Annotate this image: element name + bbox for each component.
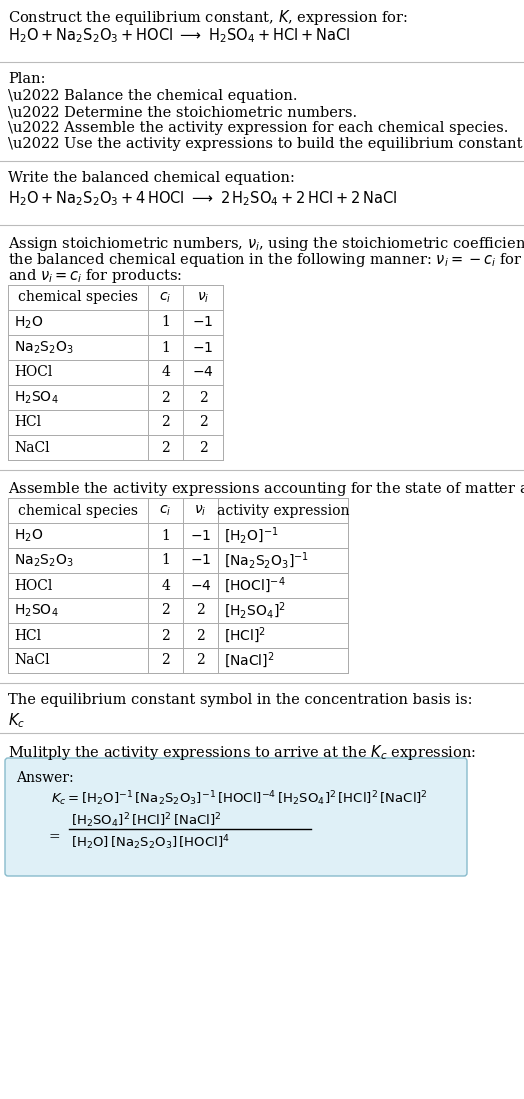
Text: 4: 4 — [161, 366, 170, 379]
Text: HCl: HCl — [14, 629, 41, 643]
Text: 4: 4 — [161, 578, 170, 592]
Text: $\mathrm{H_2O + Na_2S_2O_3 + HOCl}$ $\longrightarrow$ $\mathrm{H_2SO_4 + HCl + N: $\mathrm{H_2O + Na_2S_2O_3 + HOCl}$ $\lo… — [8, 26, 351, 45]
Text: $c_i$: $c_i$ — [159, 503, 172, 518]
Text: $[\mathrm{H_2O}]^{-1}$: $[\mathrm{H_2O}]^{-1}$ — [224, 525, 278, 546]
Text: $\nu_i$: $\nu_i$ — [197, 290, 209, 304]
Text: 2: 2 — [161, 629, 170, 643]
Text: $-1$: $-1$ — [190, 554, 211, 567]
Text: NaCl: NaCl — [14, 441, 50, 455]
Text: \u2022 Balance the chemical equation.: \u2022 Balance the chemical equation. — [8, 89, 298, 103]
Text: 2: 2 — [199, 415, 208, 430]
Text: $[\mathrm{H_2O}]\,[\mathrm{Na_2S_2O_3}]\,[\mathrm{HOCl}]^4$: $[\mathrm{H_2O}]\,[\mathrm{Na_2S_2O_3}]\… — [71, 833, 230, 852]
Text: $K_c = [\mathrm{H_2O}]^{-1}\,[\mathrm{Na_2S_2O_3}]^{-1}\,[\mathrm{HOCl}]^{-4}\,[: $K_c = [\mathrm{H_2O}]^{-1}\,[\mathrm{Na… — [51, 789, 428, 808]
Text: 2: 2 — [161, 603, 170, 618]
Text: $\mathrm{H_2SO_4}$: $\mathrm{H_2SO_4}$ — [14, 602, 59, 619]
Text: $-4$: $-4$ — [190, 578, 211, 592]
Text: 2: 2 — [199, 441, 208, 455]
Text: $[\mathrm{Na_2S_2O_3}]^{-1}$: $[\mathrm{Na_2S_2O_3}]^{-1}$ — [224, 551, 309, 570]
Text: $\nu_i$: $\nu_i$ — [194, 503, 206, 518]
Text: $-1$: $-1$ — [192, 341, 214, 355]
Text: \u2022 Use the activity expressions to build the equilibrium constant expression: \u2022 Use the activity expressions to b… — [8, 137, 524, 151]
Text: HCl: HCl — [14, 415, 41, 430]
Text: $\mathrm{Na_2S_2O_3}$: $\mathrm{Na_2S_2O_3}$ — [14, 340, 73, 356]
Text: 2: 2 — [161, 390, 170, 404]
Text: $\mathrm{H_2SO_4}$: $\mathrm{H_2SO_4}$ — [14, 389, 59, 406]
Text: and $\nu_i = c_i$ for products:: and $\nu_i = c_i$ for products: — [8, 267, 182, 285]
Text: $c_i$: $c_i$ — [159, 290, 172, 304]
Text: 2: 2 — [161, 441, 170, 455]
Text: $-4$: $-4$ — [192, 366, 214, 379]
Text: $-1$: $-1$ — [190, 529, 211, 543]
FancyBboxPatch shape — [5, 758, 467, 876]
Text: \u2022 Assemble the activity expression for each chemical species.: \u2022 Assemble the activity expression … — [8, 121, 508, 135]
Text: Assign stoichiometric numbers, $\nu_i$, using the stoichiometric coefficients, $: Assign stoichiometric numbers, $\nu_i$, … — [8, 235, 524, 253]
Text: 2: 2 — [196, 654, 205, 667]
Text: $\mathrm{H_2O}$: $\mathrm{H_2O}$ — [14, 314, 43, 331]
Text: 2: 2 — [161, 654, 170, 667]
Text: The equilibrium constant symbol in the concentration basis is:: The equilibrium constant symbol in the c… — [8, 693, 473, 707]
Text: $-1$: $-1$ — [192, 315, 214, 330]
Text: 2: 2 — [161, 415, 170, 430]
Text: $[\mathrm{H_2SO_4}]^2\,[\mathrm{HCl}]^2\,[\mathrm{NaCl}]^2$: $[\mathrm{H_2SO_4}]^2\,[\mathrm{HCl}]^2\… — [71, 811, 222, 830]
Text: activity expression: activity expression — [217, 503, 350, 518]
Text: 2: 2 — [196, 603, 205, 618]
Text: Assemble the activity expressions accounting for the state of matter and $\nu_i$: Assemble the activity expressions accoun… — [8, 480, 524, 498]
Text: Plan:: Plan: — [8, 73, 46, 86]
Text: $[\mathrm{NaCl}]^2$: $[\mathrm{NaCl}]^2$ — [224, 651, 275, 670]
Text: 2: 2 — [196, 629, 205, 643]
Text: HOCl: HOCl — [14, 578, 52, 592]
Text: 1: 1 — [161, 341, 170, 355]
Text: $\mathrm{H_2O}$: $\mathrm{H_2O}$ — [14, 528, 43, 544]
Text: chemical species: chemical species — [18, 290, 138, 304]
Text: NaCl: NaCl — [14, 654, 50, 667]
Text: Write the balanced chemical equation:: Write the balanced chemical equation: — [8, 171, 295, 185]
Text: HOCl: HOCl — [14, 366, 52, 379]
Text: $\mathrm{H_2O + Na_2S_2O_3 + 4\,HOCl}$ $\longrightarrow$ $\mathrm{2\,H_2SO_4 + 2: $\mathrm{H_2O + Na_2S_2O_3 + 4\,HOCl}$ $… — [8, 189, 397, 208]
Text: 1: 1 — [161, 315, 170, 330]
Text: $[\mathrm{HCl}]^2$: $[\mathrm{HCl}]^2$ — [224, 625, 266, 645]
Text: Answer:: Answer: — [16, 771, 74, 785]
Text: 2: 2 — [199, 390, 208, 404]
Text: $[\mathrm{HOCl}]^{-4}$: $[\mathrm{HOCl}]^{-4}$ — [224, 576, 286, 596]
Text: =: = — [49, 830, 61, 844]
Text: the balanced chemical equation in the following manner: $\nu_i = -c_i$ for react: the balanced chemical equation in the fo… — [8, 251, 524, 269]
Text: \u2022 Determine the stoichiometric numbers.: \u2022 Determine the stoichiometric numb… — [8, 106, 357, 119]
Text: chemical species: chemical species — [18, 503, 138, 518]
Text: $\mathrm{Na_2S_2O_3}$: $\mathrm{Na_2S_2O_3}$ — [14, 553, 73, 568]
Text: Construct the equilibrium constant, $K$, expression for:: Construct the equilibrium constant, $K$,… — [8, 8, 408, 27]
Text: $K_c$: $K_c$ — [8, 711, 25, 730]
Text: 1: 1 — [161, 529, 170, 543]
Text: Mulitply the activity expressions to arrive at the $K_c$ expression:: Mulitply the activity expressions to arr… — [8, 743, 476, 762]
Text: $[\mathrm{H_2SO_4}]^2$: $[\mathrm{H_2SO_4}]^2$ — [224, 600, 286, 621]
Text: 1: 1 — [161, 554, 170, 567]
